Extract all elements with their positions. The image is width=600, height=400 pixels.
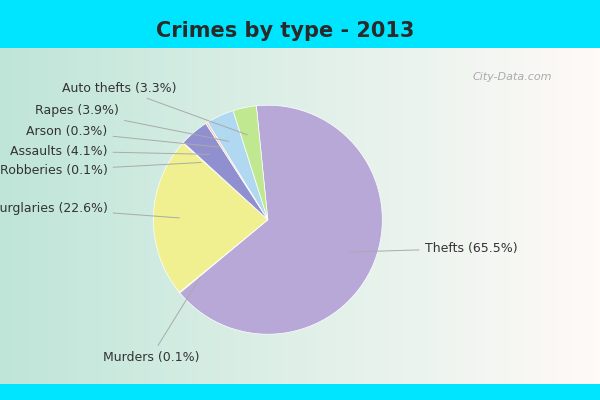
- Wedge shape: [180, 105, 382, 334]
- Bar: [0, 0, 600, 48]
- Text: Assaults (4.1%): Assaults (4.1%): [10, 144, 209, 158]
- Wedge shape: [154, 143, 268, 292]
- Wedge shape: [208, 111, 268, 220]
- Bar: [0, 384, 600, 400]
- Text: Auto thefts (3.3%): Auto thefts (3.3%): [62, 82, 247, 135]
- Text: Robberies (0.1%): Robberies (0.1%): [0, 162, 201, 177]
- Text: Murders (0.1%): Murders (0.1%): [103, 277, 200, 364]
- Wedge shape: [184, 124, 268, 220]
- Text: Rapes (3.9%): Rapes (3.9%): [35, 104, 229, 141]
- Wedge shape: [233, 106, 268, 220]
- Wedge shape: [179, 220, 268, 293]
- Text: Burglaries (22.6%): Burglaries (22.6%): [0, 202, 179, 218]
- Wedge shape: [206, 122, 268, 220]
- Text: Arson (0.3%): Arson (0.3%): [26, 125, 219, 147]
- Title: Crimes by type - 2013: Crimes by type - 2013: [156, 21, 414, 41]
- Text: Thefts (65.5%): Thefts (65.5%): [350, 242, 517, 255]
- Text: City-Data.com: City-Data.com: [473, 72, 552, 82]
- Wedge shape: [183, 142, 268, 220]
